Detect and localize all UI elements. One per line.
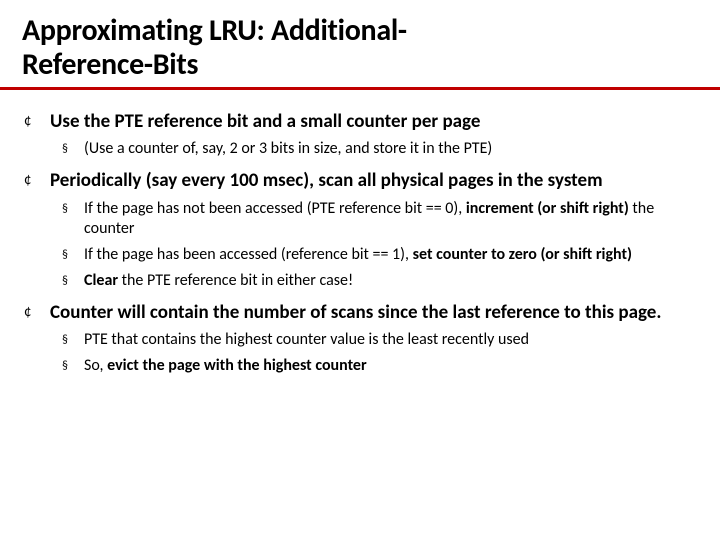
- circle-bullet-icon: ¢: [24, 301, 50, 322]
- text-span-bold: evict the page with the highest counter: [107, 356, 367, 375]
- square-bullet-icon: §: [62, 271, 84, 290]
- bullet-2-sub-1: § If the page has not been accessed (PTE…: [24, 199, 698, 239]
- bullet-3-text: Counter will contain the number of scans…: [50, 301, 698, 324]
- bullet-2-sub-1-text: If the page has not been accessed (PTE r…: [84, 199, 698, 239]
- bullet-1-text: Use the PTE reference bit and a small co…: [50, 110, 698, 133]
- slide: Approximating LRU: Additional- Reference…: [0, 0, 720, 540]
- bullet-3-sub-2-text: So, evict the page with the highest coun…: [84, 356, 698, 376]
- text-span-bold: set counter to zero (or shift right): [413, 245, 632, 264]
- text-span: So,: [84, 356, 107, 375]
- bullet-2-sub-3-text: Clear the PTE reference bit in either ca…: [84, 271, 698, 291]
- title-line-2: Reference-Bits: [22, 46, 198, 83]
- text-span-bold: counter: [346, 110, 407, 133]
- text-span: If the page has been accessed (reference…: [84, 245, 413, 264]
- text-span: per page: [407, 110, 480, 133]
- text-span-bold: increment (or shift right): [466, 199, 633, 218]
- bullet-3: ¢ Counter will contain the number of sca…: [24, 301, 698, 324]
- square-bullet-icon: §: [62, 330, 84, 349]
- bullet-3-sub-1: § PTE that contains the highest counter …: [24, 330, 698, 350]
- title-line-1: Approximating LRU: Additional-: [22, 12, 407, 49]
- slide-title: Approximating LRU: Additional- Reference…: [22, 14, 698, 81]
- bullet-1-sub-1: § (Use a counter of, say, 2 or 3 bits in…: [24, 139, 698, 159]
- content-area: ¢ Use the PTE reference bit and a small …: [22, 90, 698, 376]
- bullet-2: ¢ Periodically (say every 100 msec), sca…: [24, 169, 698, 192]
- bullet-3-sub-1-text: PTE that contains the highest counter va…: [84, 330, 698, 350]
- square-bullet-icon: §: [62, 356, 84, 375]
- square-bullet-icon: §: [62, 245, 84, 264]
- bullet-1: ¢ Use the PTE reference bit and a small …: [24, 110, 698, 133]
- text-span: Use the PTE reference bit and a small: [50, 110, 346, 133]
- circle-bullet-icon: ¢: [24, 110, 50, 131]
- bullet-3-sub-2: § So, evict the page with the highest co…: [24, 356, 698, 376]
- bullet-2-sub-2: § If the page has been accessed (referen…: [24, 245, 698, 265]
- bullet-1-sub-1-text: (Use a counter of, say, 2 or 3 bits in s…: [84, 139, 698, 159]
- text-span-bold: Clear: [84, 271, 118, 290]
- bullet-2-text: Periodically (say every 100 msec), scan …: [50, 169, 698, 192]
- text-span: the PTE reference bit in either case!: [118, 271, 353, 290]
- bullet-2-sub-3: § Clear the PTE reference bit in either …: [24, 271, 698, 291]
- square-bullet-icon: §: [62, 139, 84, 158]
- bullet-2-sub-2-text: If the page has been accessed (reference…: [84, 245, 698, 265]
- circle-bullet-icon: ¢: [24, 169, 50, 190]
- square-bullet-icon: §: [62, 199, 84, 218]
- text-span: If the page has not been accessed (PTE r…: [84, 199, 466, 218]
